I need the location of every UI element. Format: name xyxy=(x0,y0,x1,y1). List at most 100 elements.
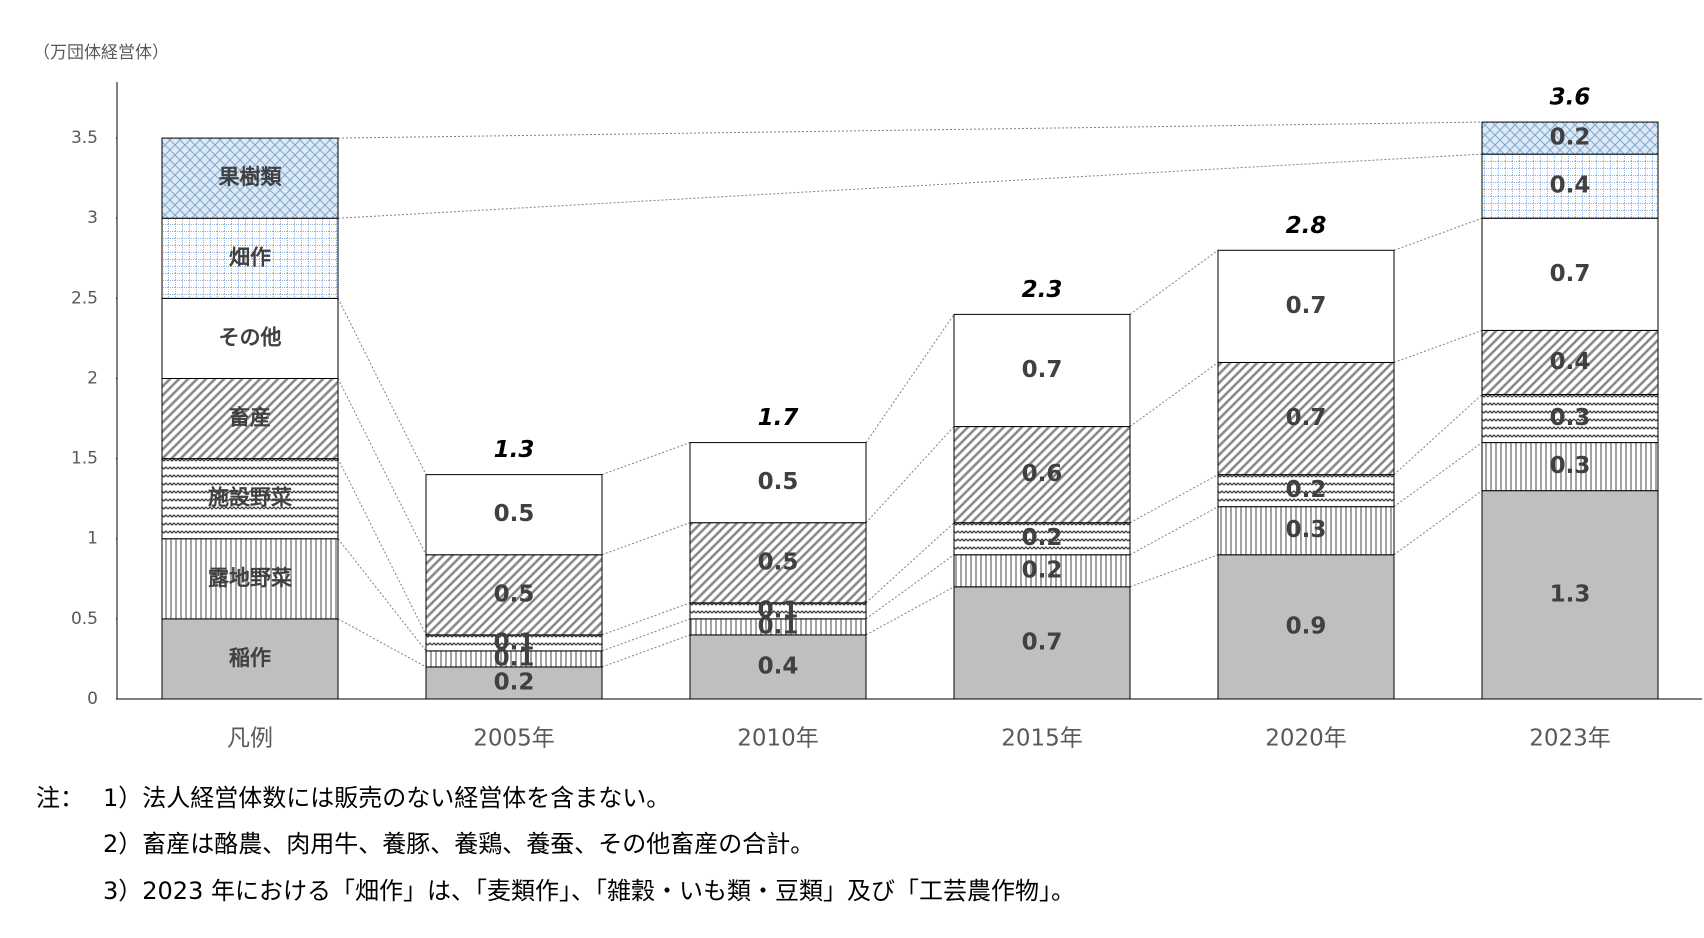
value-label: 0.1 xyxy=(494,629,535,655)
total-label: 1.7 xyxy=(758,405,799,431)
bar-segment xyxy=(953,586,1131,700)
connector xyxy=(601,522,691,556)
connector xyxy=(1393,442,1483,508)
connector xyxy=(865,522,955,604)
legend-label: その他 xyxy=(219,325,282,349)
value-label: 0.2 xyxy=(1022,525,1063,551)
y-tick-label: 1.5 xyxy=(71,449,98,469)
bar-segment xyxy=(425,474,603,556)
legend-label: 施設野菜 xyxy=(208,486,292,510)
x-tick-label: 凡例 xyxy=(227,726,273,752)
bar-segment xyxy=(161,618,339,700)
bar-segment xyxy=(161,217,339,299)
connector xyxy=(601,602,691,636)
connector xyxy=(1129,554,1219,588)
bar-segment xyxy=(1217,249,1395,363)
value-label: 0.9 xyxy=(1286,613,1327,639)
value-label: 0.6 xyxy=(1022,461,1063,487)
bar-segment xyxy=(1217,554,1395,700)
connector xyxy=(865,314,955,443)
y-tick-label: 2.5 xyxy=(71,288,98,308)
connector xyxy=(865,426,955,524)
connector xyxy=(1393,394,1483,476)
connector xyxy=(865,586,955,636)
bar-segment xyxy=(1481,121,1659,155)
bar-segment xyxy=(425,554,603,636)
value-label: 0.2 xyxy=(1022,557,1063,583)
value-label: 1.3 xyxy=(1550,581,1591,607)
value-label: 0.3 xyxy=(1550,453,1591,479)
total-label: 2.3 xyxy=(1022,277,1063,303)
connector xyxy=(1129,362,1219,427)
bar-segment xyxy=(953,313,1131,428)
connector xyxy=(1393,490,1483,556)
bar-segment xyxy=(161,538,339,620)
bar-segment xyxy=(1481,153,1659,219)
value-label: 0.5 xyxy=(758,469,799,495)
bar-segment xyxy=(161,458,339,540)
value-label: 0.7 xyxy=(1286,293,1327,319)
y-tick-label: 3.5 xyxy=(71,128,98,148)
total-label: 1.3 xyxy=(494,437,535,463)
bar-segment xyxy=(953,426,1131,524)
value-label: 0.2 xyxy=(1286,477,1327,503)
x-tick-label: 2005年 xyxy=(473,726,555,752)
y-unit: （万団体経営体） xyxy=(33,43,169,63)
value-label: 0.7 xyxy=(1286,405,1327,431)
value-label: 0.2 xyxy=(494,669,535,695)
value-label: 0.4 xyxy=(758,653,799,679)
bar-segment xyxy=(161,297,339,379)
connectors xyxy=(337,121,1483,668)
connector xyxy=(601,442,691,476)
legend-label: 露地野菜 xyxy=(208,566,292,590)
y-tick-label: 3 xyxy=(87,208,98,228)
y-tick-label: 2 xyxy=(87,368,98,388)
connector xyxy=(1129,249,1219,315)
value-label: 0.3 xyxy=(1286,517,1327,543)
note: 2）畜産は酪農、肉用牛、養豚、養鶏、養蚕、その他畜産の合計。 xyxy=(103,830,814,858)
connector xyxy=(1129,506,1219,556)
value-label: 0.7 xyxy=(1022,357,1063,383)
bar-segment xyxy=(953,554,1131,588)
connector xyxy=(337,121,1483,139)
value-label: 0.1 xyxy=(758,613,799,639)
value-label: 0.1 xyxy=(758,597,799,623)
connector xyxy=(337,618,427,668)
y-tick-label: 0.5 xyxy=(71,609,98,629)
connector xyxy=(337,378,427,555)
connector xyxy=(337,298,427,475)
x-tick-label: 2023年 xyxy=(1529,726,1611,752)
note: 3）2023 年における「畑作」は、「麦類作」、「雑穀・いも類・豆類」及び「工芸… xyxy=(103,877,1075,905)
connector xyxy=(337,153,1483,219)
x-tick-label: 2010年 xyxy=(737,726,819,752)
value-label: 0.7 xyxy=(1550,261,1591,287)
connector xyxy=(601,634,691,668)
bar-segment xyxy=(689,442,867,524)
bar-segment xyxy=(161,377,339,460)
connector xyxy=(337,458,427,636)
notes-label: 注： xyxy=(36,784,84,812)
total-label: 3.6 xyxy=(1550,85,1591,111)
legend-label: 畑作 xyxy=(229,245,271,269)
bar-segment xyxy=(1481,490,1659,700)
value-label: 0.4 xyxy=(1550,173,1591,199)
x-tick-label: 2020年 xyxy=(1265,726,1347,752)
note: 1）法人経営体数には販売のない経営体を含まない。 xyxy=(103,784,670,812)
bar-segment xyxy=(1481,217,1659,331)
value-label: 0.7 xyxy=(1022,629,1063,655)
connector xyxy=(1393,217,1483,251)
legend-label: 果樹類 xyxy=(219,165,283,189)
connector xyxy=(1393,329,1483,363)
legend-label: 畜産 xyxy=(229,406,271,430)
value-label: 0.2 xyxy=(1550,125,1591,151)
value-label: 0.5 xyxy=(494,581,535,607)
value-label: 0.5 xyxy=(494,501,535,527)
x-tick-label: 2015年 xyxy=(1001,726,1083,752)
connector xyxy=(601,618,691,652)
value-label: 0.5 xyxy=(758,549,799,575)
legend-label: 稲作 xyxy=(229,646,271,670)
value-label: 0.1 xyxy=(494,645,535,671)
connector xyxy=(1129,474,1219,524)
connector xyxy=(337,538,427,652)
